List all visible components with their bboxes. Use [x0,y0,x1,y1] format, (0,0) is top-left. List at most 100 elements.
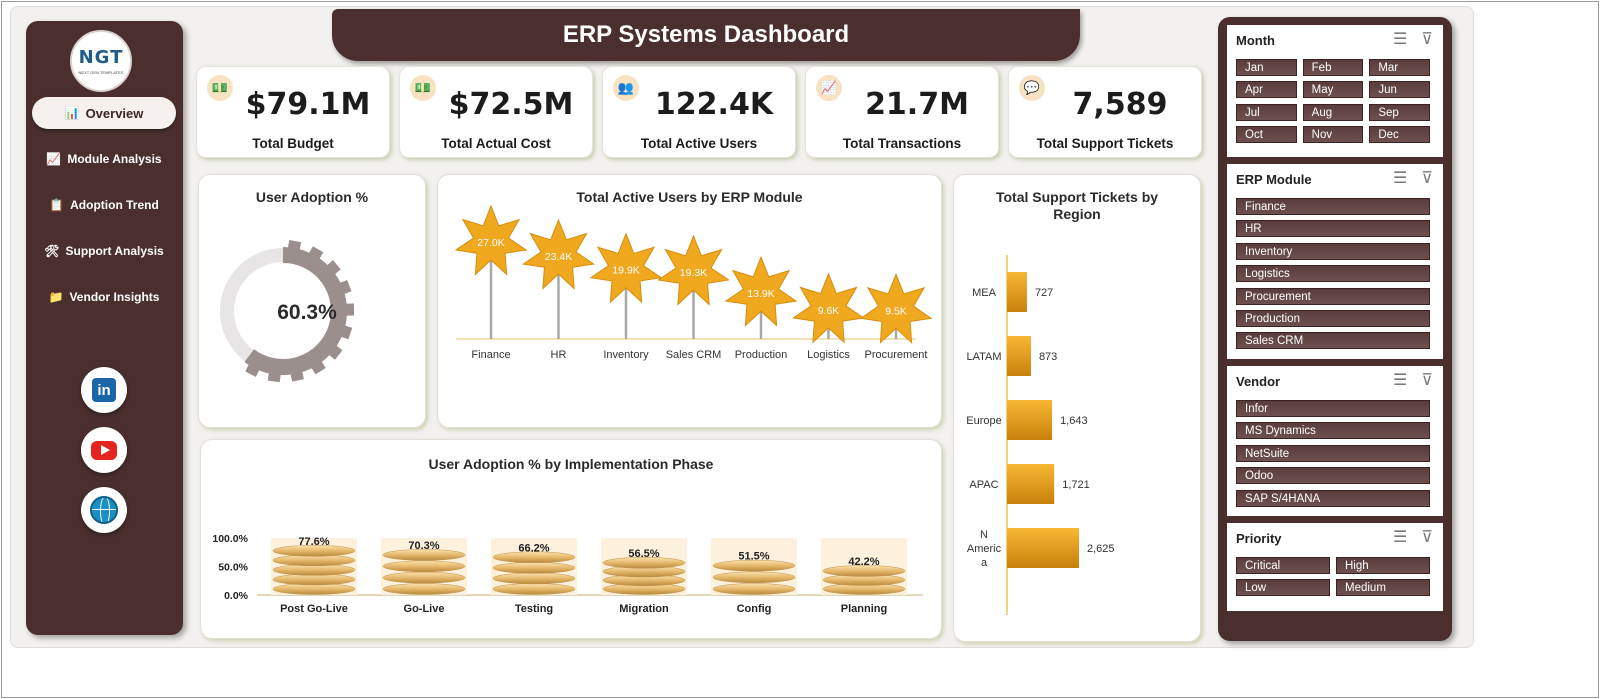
kpi-value: $79.1M [245,87,371,122]
slicer-item[interactable]: Sales CRM [1236,332,1430,350]
slicer-item[interactable]: Low [1236,579,1330,597]
support-tickets-panel: Total Support Tickets by Region 727 MEA 87… [953,174,1201,642]
slicer-item[interactable]: Inventory [1236,242,1430,260]
data-label: 1,721 [1062,479,1090,491]
slicer-title: Month [1236,33,1275,48]
slicer-item[interactable]: Medium [1336,579,1430,597]
kpi-card-total-active-users: 👥 122.4K Total Active Users [602,66,796,158]
slicer-item[interactable]: Apr [1236,81,1297,99]
gear-tooth [267,368,282,383]
kpi-icon: 💬 [1019,75,1045,101]
slicer-item[interactable]: Jul [1236,103,1297,121]
slicer-item[interactable]: MS Dynamics [1236,422,1430,440]
category-label: Americ [967,543,1002,555]
linkedin-button[interactable]: in [81,367,127,413]
region-bar [1007,336,1031,376]
multi-select-icon[interactable]: ☰ [1392,529,1408,546]
brand-logo: NGT NEXT GEN TEMPLATES [70,30,132,92]
coin-segment [382,560,466,573]
slicer-item[interactable]: Oct [1236,126,1297,144]
data-label: 77.6% [298,536,329,548]
slicer-item[interactable]: Odoo [1236,467,1430,485]
slicer-item[interactable]: May [1302,81,1364,99]
kpi-value: $72.5M [448,87,574,122]
gear-tooth [245,360,262,377]
nav-label: Overview [85,105,144,121]
slicer-item[interactable]: Infor [1236,400,1430,417]
data-label: 13.9K [747,288,774,300]
clear-filter-icon[interactable]: ⊽ [1421,31,1433,48]
slicer-item[interactable]: Feb [1302,59,1364,76]
category-label: Migration [619,603,669,615]
coin-segment [712,583,796,595]
category-label: LATAM [966,351,1001,363]
slicer-panel: Month ☰ ⊽ Jan Feb Mar Apr May Jun Jul Aug Sep Oct Nov… [1218,17,1452,641]
nav-label: Adoption Trend [70,198,159,212]
website-button[interactable] [81,487,127,533]
multi-select-icon[interactable]: ☰ [1392,170,1408,187]
logo-subtext: NEXT GEN TEMPLATES [78,70,124,75]
nav-item-support-analysis[interactable]: 🛠 Support Analysis [32,235,176,267]
star-marker [522,218,595,290]
nav-icon: 📊 [64,106,80,120]
adoption-phase-panel: User Adoption % by Implementation Phase … [200,439,942,639]
chart-title: User Adoption % by Implementation Phase [428,456,714,472]
slicer-item[interactable]: Finance [1236,198,1430,215]
kpi-label: Total Active Users [640,136,758,151]
clear-filter-icon[interactable]: ⊽ [1421,170,1433,187]
nav-label: Module Analysis [67,152,162,166]
y-tick-label: 50.0% [218,562,248,574]
slicer-item[interactable]: Aug [1302,103,1364,121]
coin-segment [492,562,576,574]
kpi-card-total-support-tickets: 💬 7,589 Total Support Tickets [1008,66,1202,158]
data-label: 19.9K [612,265,639,277]
clear-filter-icon[interactable]: ⊽ [1421,372,1433,389]
slicer-item[interactable]: Mar [1369,59,1430,76]
kpi-label: Total Budget [252,136,334,151]
nav-item-vendor-insights[interactable]: 📁 Vendor Insights [32,281,176,313]
kpi-icon: 💵 [207,75,233,101]
star-marker [589,232,663,304]
slicer-item[interactable]: Jan [1236,59,1297,76]
coin-segment [492,583,576,595]
youtube-icon [91,440,117,460]
youtube-button[interactable] [81,427,127,473]
slicer-item[interactable]: SAP S/4HANA [1236,489,1430,507]
clear-filter-icon[interactable]: ⊽ [1421,529,1433,546]
kpi-card-total-budget: 💵 $79.1M Total Budget [196,66,390,158]
slicer-item[interactable]: NetSuite [1236,444,1430,462]
gear-tooth [309,357,326,375]
region-bar [1007,464,1055,504]
slicer-item[interactable]: High [1336,557,1430,574]
logo-text: NGT [78,47,124,68]
slicer-item[interactable]: Jun [1369,81,1430,99]
slicer-item[interactable]: Production [1236,310,1430,327]
coin-segment [492,551,576,564]
sidebar: NGT NEXT GEN TEMPLATES 📊 Overview 📈 Module … [26,21,183,635]
nav-item-adoption-trend[interactable]: 📋 Adoption Trend [32,189,176,221]
slicer-item[interactable]: Logistics [1236,265,1430,283]
slicer-item[interactable]: Procurement [1236,287,1430,305]
data-label: 51.5% [738,551,769,563]
kpi-label: Total Transactions [842,136,962,151]
slicer-item[interactable]: Critical [1236,557,1330,574]
slicer-item[interactable]: Sep [1369,103,1430,121]
nav-item-overview[interactable]: 📊 Overview [32,97,176,129]
donut-value-arc [244,247,347,375]
slicer-tools: ☰ ⊽ [1393,530,1433,546]
kpi-value: 7,589 [1072,87,1168,122]
category-label: Procurement [865,349,928,361]
multi-select-icon[interactable]: ☰ [1392,372,1408,389]
slicer-item[interactable]: HR [1236,220,1430,238]
y-tick-label: 0.0% [224,590,249,602]
slicer-item[interactable]: Dec [1369,126,1430,144]
multi-select-icon[interactable]: ☰ [1392,31,1408,48]
category-label: MEA [972,287,997,299]
nav-item-module-analysis[interactable]: 📈 Module Analysis [32,143,176,175]
slicer-item[interactable]: Nov [1302,126,1364,144]
coin-segment [272,545,356,557]
category-label: Finance [471,349,510,361]
data-label: 9.5K [885,305,907,317]
category-label: Go-Live [404,603,445,615]
